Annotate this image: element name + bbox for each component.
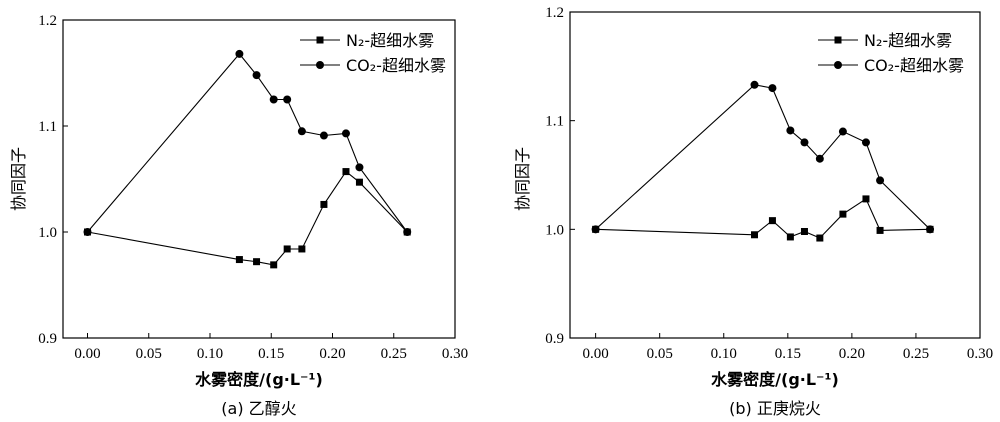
series-line	[595, 198, 931, 239]
legend-label: N₂-超细水雾	[346, 31, 434, 50]
y-axis-title: 协同因子	[9, 147, 28, 211]
y-tick-label: 1.0	[38, 225, 57, 241]
y-axis-title: 协同因子	[513, 147, 532, 211]
y-tick-label: 1.2	[38, 13, 57, 29]
data-point-square	[768, 217, 776, 225]
x-tick-label: 0.00	[583, 346, 609, 362]
data-point-circle	[341, 129, 350, 138]
data-point-square	[320, 200, 328, 208]
x-tick-label: 0.20	[839, 346, 865, 362]
chart-panel-a: 0.00 0.05 0.10 0.15 0.20 0.25 0.30 0.9 1.0 1.1 1.2…	[9, 13, 468, 418]
data-point-circle	[768, 84, 777, 93]
data-point-circle	[838, 127, 847, 136]
x-tick-label: 0.30	[967, 346, 993, 362]
data-point-square	[298, 245, 306, 253]
series-line	[87, 170, 408, 266]
data-point-circle	[235, 49, 244, 58]
y-tick-label: 1.1	[38, 119, 57, 135]
x-tick-label: 0.10	[711, 346, 737, 362]
data-point-circle	[269, 95, 278, 104]
x-tick-label: 0.05	[647, 346, 673, 362]
x-tick-label: 0.15	[258, 346, 284, 362]
data-point-circle	[861, 138, 870, 147]
plot-frame	[569, 11, 981, 339]
data-point-circle	[876, 176, 885, 185]
data-point-square	[800, 228, 808, 236]
data-point-square	[876, 226, 884, 234]
y-tick-label: 1.2	[545, 5, 564, 21]
legend-label: CO₂-超细水雾	[346, 56, 446, 75]
data-point-circle	[750, 80, 759, 89]
x-tick-label: 0.05	[136, 346, 162, 362]
data-point-square	[816, 234, 824, 242]
data-point-square	[355, 178, 363, 186]
data-point-square	[283, 245, 291, 253]
data-point-circle	[252, 71, 261, 80]
data-point-circle	[83, 228, 92, 236]
y-tick-label: 0.9	[38, 331, 57, 347]
data-point-square	[786, 233, 794, 241]
plot-frame	[62, 19, 456, 339]
x-axis-title: 水雾密度/(g·L⁻¹)	[711, 370, 839, 389]
legend-marker-circle	[316, 61, 324, 69]
data-point-square	[862, 195, 870, 203]
panel-caption: (b) 正庚烷火	[729, 399, 821, 418]
x-tick-label: 0.20	[319, 346, 345, 362]
series-n2	[592, 195, 934, 242]
data-point-circle	[800, 138, 809, 147]
x-tick-label: 0.25	[381, 346, 407, 362]
data-point-square	[270, 261, 278, 269]
data-point-circle	[591, 225, 600, 234]
x-tick-label: 0.30	[442, 346, 468, 362]
chart-panel-b: 0.00 0.05 0.10 0.15 0.20 0.25 0.30 0.9 1.0 1.1 1.2…	[513, 5, 993, 418]
x-tick-label: 0.25	[903, 346, 929, 362]
panel-caption: (a) 乙醇火	[221, 399, 296, 418]
series-co2	[83, 49, 412, 236]
y-tick-label: 0.9	[545, 331, 564, 347]
series-co2	[591, 80, 935, 234]
data-point-square	[253, 258, 261, 266]
data-point-square	[235, 256, 243, 264]
legend: N₂-超细水雾 CO₂-超细水雾	[818, 31, 964, 75]
series-n2	[84, 168, 411, 269]
data-point-circle	[297, 127, 306, 136]
data-point-square	[751, 231, 758, 239]
x-axis-title: 水雾密度/(g·L⁻¹)	[195, 370, 323, 389]
x-tick-label: 0.15	[775, 346, 801, 362]
data-point-circle	[355, 163, 364, 172]
legend-marker-circle	[834, 61, 842, 69]
data-point-circle	[403, 228, 412, 236]
data-point-square	[839, 210, 847, 218]
x-tick-label: 0.00	[74, 346, 100, 362]
data-point-circle	[815, 154, 824, 163]
legend-marker-square	[834, 36, 842, 44]
data-point-circle	[283, 95, 292, 104]
series-line	[87, 53, 408, 233]
legend-marker-square	[316, 36, 324, 44]
data-point-circle	[319, 131, 328, 140]
y-tick-label: 1.0	[545, 222, 564, 238]
series-line	[595, 84, 931, 230]
data-point-square	[342, 168, 350, 176]
legend: N₂-超细水雾 CO₂-超细水雾	[300, 31, 446, 75]
y-tick-label: 1.1	[545, 114, 564, 130]
x-tick-label: 0.10	[197, 346, 223, 362]
data-point-circle	[786, 126, 795, 135]
legend-label: CO₂-超细水雾	[864, 56, 964, 75]
data-point-circle	[926, 225, 935, 234]
legend-label: N₂-超细水雾	[864, 31, 952, 50]
